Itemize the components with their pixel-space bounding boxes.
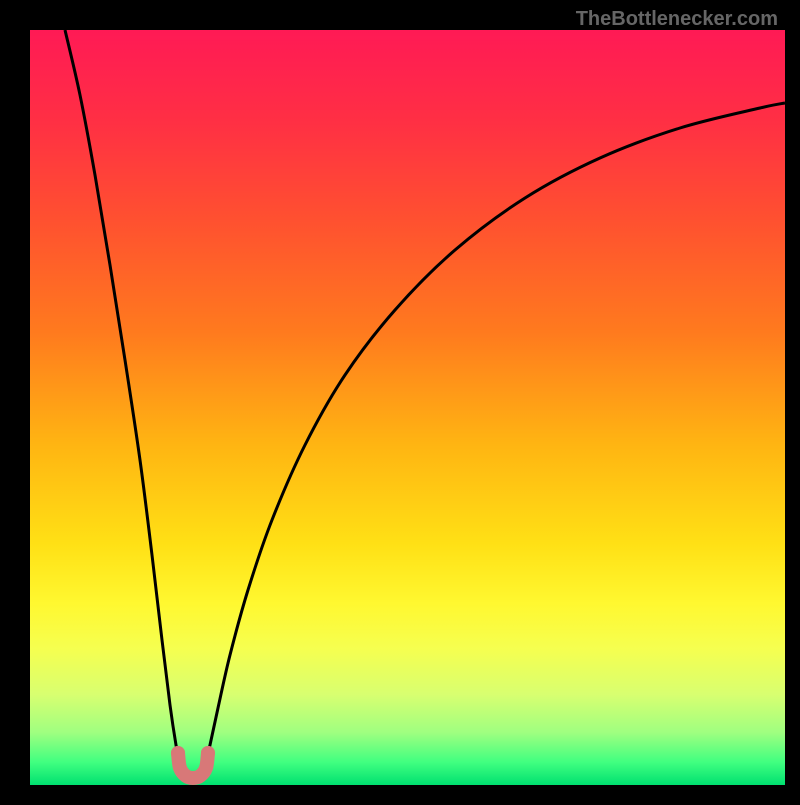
watermark-text: TheBottlenecker.com (576, 8, 778, 31)
bottleneck-chart (0, 0, 800, 800)
plot-background (30, 30, 785, 785)
marker-endpoint-left (171, 746, 185, 760)
chart-container: TheBottlenecker.com (0, 0, 800, 800)
marker-endpoint-right (201, 746, 215, 760)
